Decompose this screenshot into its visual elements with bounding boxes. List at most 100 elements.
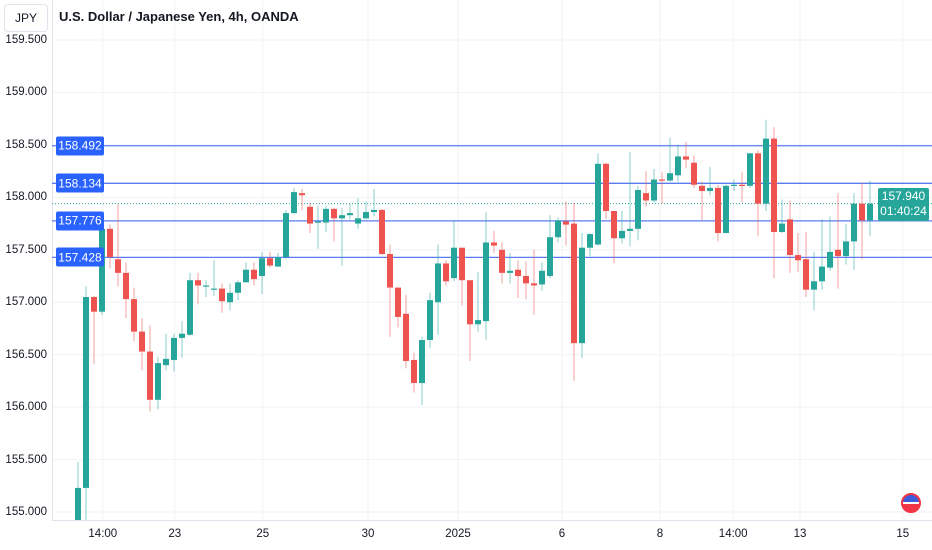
price-tick-label: 157.000 — [5, 296, 47, 309]
candle-up — [667, 173, 673, 181]
candle-down — [139, 331, 145, 352]
price-tick-label: 157.500 — [5, 243, 47, 256]
candle-up — [779, 223, 785, 232]
candle-down — [115, 259, 121, 273]
candle-up — [211, 288, 217, 290]
candle-down — [531, 283, 537, 286]
candle-up — [747, 153, 753, 186]
time-tick-label: 23 — [168, 528, 182, 540]
candle-up — [355, 218, 361, 224]
candle-up — [731, 184, 737, 186]
price-tick-label: 155.000 — [5, 506, 47, 519]
price-tick-label: 158.000 — [5, 191, 47, 204]
candle-up — [619, 230, 625, 239]
candle-down — [787, 219, 793, 256]
candle-down — [739, 184, 745, 186]
candle-down — [699, 185, 705, 192]
candle-up — [651, 179, 657, 201]
candle-down — [459, 247, 465, 281]
candle-up — [595, 163, 601, 245]
candle-down — [755, 153, 761, 204]
time-tick-label: 25 — [256, 528, 270, 540]
candle-up — [347, 213, 353, 216]
price-tick-label: 159.000 — [5, 86, 47, 99]
candle-down — [91, 297, 97, 312]
candle-up — [315, 221, 321, 223]
candle-up — [675, 156, 681, 176]
candle-down — [219, 288, 225, 302]
current-price: 157.940 — [881, 189, 926, 204]
level-price-label: 157.428 — [56, 247, 104, 267]
candle-down — [523, 276, 529, 284]
time-tick-label: 2025 — [445, 528, 471, 540]
candle-up — [227, 292, 233, 303]
candle-down — [515, 269, 521, 277]
candle-up — [83, 297, 89, 488]
candle-up — [427, 300, 433, 341]
candle-up — [363, 212, 369, 219]
candle-down — [603, 163, 609, 211]
candle-up — [163, 358, 169, 366]
time-tick-label: 8 — [656, 528, 664, 540]
candle-up — [635, 190, 641, 229]
candle-down — [411, 359, 417, 384]
candle-down — [395, 287, 401, 317]
candle-up — [627, 228, 633, 231]
price-tick-label: 156.000 — [5, 401, 47, 414]
candle-down — [299, 193, 305, 196]
candle-up — [811, 281, 817, 290]
time-tick-label: 30 — [361, 528, 375, 540]
candle-up — [75, 487, 81, 520]
candle-down — [443, 263, 449, 282]
candle-up — [235, 282, 241, 293]
candle-up — [587, 234, 593, 248]
candle-down — [499, 249, 505, 273]
candle-up — [555, 220, 561, 238]
candle-down — [123, 272, 129, 300]
candle-up — [179, 333, 185, 338]
price-tick-label: 158.500 — [5, 138, 47, 151]
candle-up — [275, 257, 281, 267]
candle-up — [851, 203, 857, 242]
candle-down — [803, 259, 809, 290]
level-price-label: 157.776 — [56, 211, 104, 231]
price-tick-label: 155.500 — [5, 453, 47, 466]
time-tick-label: 14:00 — [88, 528, 118, 540]
time-tick-label: 13 — [793, 528, 807, 540]
level-price-label: 158.134 — [56, 173, 104, 193]
candle-down — [795, 255, 801, 261]
candle-down — [379, 209, 385, 254]
candle-down — [571, 223, 577, 344]
candle-down — [771, 138, 777, 232]
candle-up — [187, 280, 193, 335]
candle-up — [723, 185, 729, 234]
candle-down — [195, 280, 201, 286]
candle-down — [467, 280, 473, 325]
candle-down — [835, 249, 841, 257]
candle-down — [715, 187, 721, 234]
candle-up — [451, 247, 457, 279]
candle-up — [707, 187, 713, 192]
currency-label[interactable]: JPY — [4, 4, 48, 32]
candle-up — [579, 247, 585, 344]
candle-down — [643, 193, 649, 201]
time-tick-label: 14:00 — [718, 528, 748, 540]
candle-down — [611, 210, 617, 239]
candle-up — [867, 203, 873, 221]
candle-up — [483, 242, 489, 322]
candle-up — [843, 241, 849, 257]
candle-down — [251, 269, 257, 280]
price-tick-label: 159.500 — [5, 34, 47, 46]
candle-up — [419, 340, 425, 384]
candle-down — [659, 179, 665, 181]
candle-down — [683, 156, 689, 160]
candle-down — [307, 206, 313, 224]
current-price-label: 157.940 01:40:24 — [878, 187, 929, 221]
candle-up — [283, 213, 289, 258]
candle-down — [331, 208, 337, 219]
candle-up — [827, 251, 833, 268]
us-flag-event-icon[interactable] — [901, 493, 921, 513]
candle-down — [859, 203, 865, 221]
candle-up — [507, 270, 513, 273]
